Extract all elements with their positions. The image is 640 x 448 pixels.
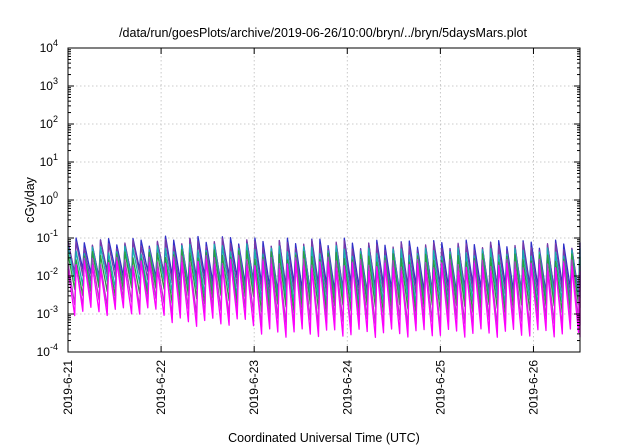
y-tick-label: 10-4 (37, 342, 58, 359)
y-tick-exponent: -1 (50, 228, 58, 238)
y-tick-exponent: 3 (53, 76, 58, 86)
y-tick-exponent: 4 (53, 38, 58, 48)
y-tick-exponent: 0 (53, 190, 58, 200)
y-tick-label: 101 (40, 152, 58, 169)
y-tick-exponent: -2 (50, 266, 58, 276)
y-tick-label: 10-2 (37, 266, 58, 283)
series-line-6 (67, 258, 581, 338)
chart-title: /data/run/goesPlots/archive/2019-06-26/1… (119, 26, 527, 40)
y-tick-label: 104 (40, 38, 58, 55)
y-tick-exponent: -3 (50, 304, 58, 314)
y-tick-mantissa: 10 (37, 307, 51, 321)
grid-lines (68, 48, 580, 352)
y-tick-label: 103 (40, 76, 58, 93)
y-tick-mantissa: 10 (37, 345, 51, 359)
x-tick-label: 2019-6-26 (526, 360, 540, 415)
y-tick-mantissa: 10 (40, 117, 54, 131)
y-tick-mantissa: 10 (40, 79, 54, 93)
y-tick-mantissa: 10 (40, 41, 54, 55)
y-tick-label: 10-1 (37, 228, 58, 245)
y-tick-exponent: 2 (53, 114, 58, 124)
y-tick-label: 100 (40, 190, 58, 207)
y-axis-label: cGy/day (23, 176, 37, 223)
y-tick-mantissa: 10 (40, 155, 54, 169)
x-tick-label: 2019-6-25 (433, 360, 447, 415)
x-axis-ticks: 2019-6-21 2019-6-22 2019-6-23 2019-6-24 2019… (61, 48, 540, 415)
y-tick-mantissa: 10 (37, 269, 51, 283)
x-axis-label: Coordinated Universal Time (UTC) (228, 431, 420, 445)
y-tick-mantissa: 10 (40, 193, 54, 207)
y-tick-mantissa: 10 (37, 231, 51, 245)
data-series (67, 235, 581, 338)
x-tick-label: 2019-6-22 (154, 360, 168, 415)
y-tick-exponent: -4 (50, 342, 58, 352)
x-tick-label: 2019-6-23 (247, 360, 261, 415)
y-tick-label: 10-3 (37, 304, 58, 321)
y-tick-label: 102 (40, 114, 58, 131)
x-tick-label: 2019-6-21 (61, 360, 75, 415)
y-tick-exponent: 1 (53, 152, 58, 162)
x-tick-label: 2019-6-24 (340, 360, 354, 415)
